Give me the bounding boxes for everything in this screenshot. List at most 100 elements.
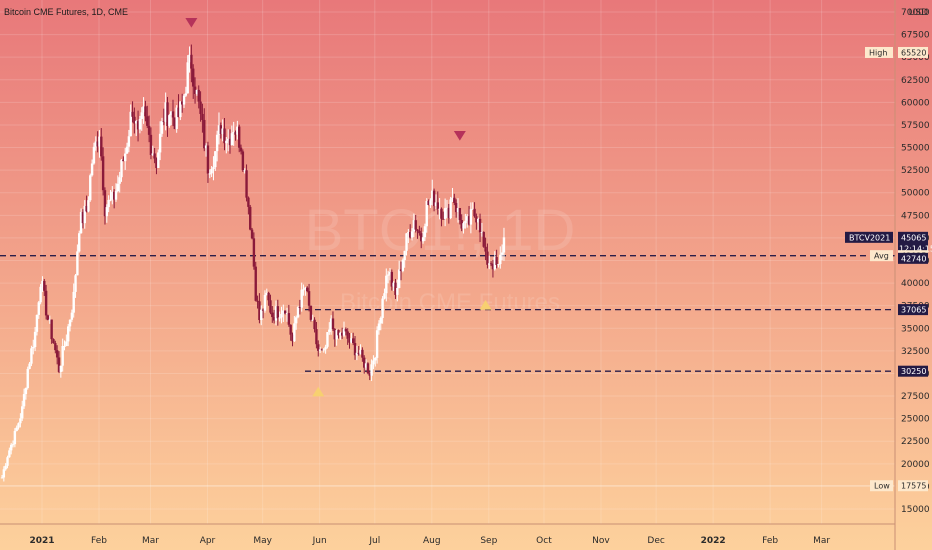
candle-body xyxy=(234,131,237,135)
candle-body xyxy=(326,332,329,347)
candle-body xyxy=(70,312,74,320)
currency-label[interactable]: USD xyxy=(909,8,928,18)
candle-body xyxy=(131,111,134,117)
candle-body xyxy=(285,313,289,315)
candle-body xyxy=(24,388,28,395)
candle-body xyxy=(21,406,24,419)
candle-body xyxy=(269,300,272,313)
candle-body xyxy=(390,271,394,287)
candle-body xyxy=(219,125,223,135)
candle-body xyxy=(408,231,412,238)
candle-body xyxy=(464,220,467,224)
candle-body xyxy=(208,173,211,175)
candle-body xyxy=(486,251,489,265)
price-tag-value-box xyxy=(898,252,928,264)
candle-body xyxy=(396,287,399,295)
candle-body xyxy=(87,200,90,212)
candle-body xyxy=(100,136,103,157)
x-tick-label: Aug xyxy=(423,536,441,546)
candle-body xyxy=(307,291,311,306)
candle-body xyxy=(48,319,52,321)
candle-body xyxy=(13,430,17,445)
candle-body xyxy=(418,230,421,234)
candle-body xyxy=(6,457,9,466)
candle-body xyxy=(324,346,327,350)
candle-body xyxy=(300,289,303,308)
candle-body xyxy=(37,302,40,315)
candle-body xyxy=(118,177,121,184)
candle-body xyxy=(263,294,267,311)
candle-body xyxy=(379,317,382,324)
candle-body xyxy=(361,349,364,358)
candle-body xyxy=(386,274,390,276)
candle-body xyxy=(309,305,313,320)
candle-body xyxy=(11,444,15,446)
candle-body xyxy=(328,329,331,333)
candle-body xyxy=(407,231,410,234)
candle-body xyxy=(329,318,333,330)
candle-body xyxy=(17,423,20,428)
candle-body xyxy=(32,347,35,349)
candle-body xyxy=(223,128,226,144)
candle-body xyxy=(173,117,177,129)
candle-body xyxy=(157,152,160,168)
price-tag-value: 45065 xyxy=(901,233,926,242)
candle-body xyxy=(469,209,473,225)
candle-body xyxy=(203,119,206,149)
candle-body xyxy=(138,118,142,130)
candle-body xyxy=(184,93,188,96)
candle-body xyxy=(44,290,48,316)
chart-title: Bitcoin CME Futures, 1D, CME xyxy=(4,7,128,17)
candle-body xyxy=(15,427,18,431)
candle-body xyxy=(190,54,193,69)
candle-body xyxy=(445,207,449,209)
candle-body xyxy=(502,237,506,253)
price-tag-value-box xyxy=(898,231,928,254)
candle-body xyxy=(232,131,235,134)
candle-body xyxy=(146,116,149,126)
y-tick-label: 40000 xyxy=(901,279,930,289)
candle-body xyxy=(298,307,302,309)
candle-body xyxy=(188,54,191,63)
candle-body xyxy=(397,269,401,288)
x-tick-label: Oct xyxy=(536,536,552,546)
candle-body xyxy=(155,158,158,168)
candle-body xyxy=(66,326,70,342)
candle-body xyxy=(260,309,263,321)
candle-body xyxy=(274,306,278,321)
x-tick-label: Feb xyxy=(91,536,107,546)
y-tick-label: 27500 xyxy=(901,392,930,402)
candle-body xyxy=(245,170,248,198)
candle-body xyxy=(76,251,79,276)
candle-body xyxy=(226,138,230,141)
y-tick-label: 15000 xyxy=(901,505,930,515)
candle-body xyxy=(92,146,96,164)
candle-body xyxy=(85,205,88,212)
candle-body xyxy=(212,167,215,169)
candle-body xyxy=(57,357,61,372)
candle-body xyxy=(186,62,189,94)
x-axis[interactable]: 2021 Feb Mar Apr May Jun Jul Aug Sep Oct Nov Dec 202… xyxy=(29,536,830,546)
candle-body xyxy=(339,332,342,336)
candle-body xyxy=(162,121,166,123)
candle-body xyxy=(293,323,296,342)
y-tick-label: 55000 xyxy=(901,144,930,154)
candle-body xyxy=(127,136,131,147)
candle-body xyxy=(94,141,97,147)
x-tick-label: Apr xyxy=(200,536,216,546)
candle-body xyxy=(109,199,112,201)
candle-body xyxy=(465,216,469,221)
candle-body xyxy=(304,287,307,290)
candle-body xyxy=(214,151,217,168)
candle-body xyxy=(429,200,432,205)
candle-body xyxy=(243,170,246,172)
x-tick-label: 2022 xyxy=(701,536,726,546)
candle-body xyxy=(348,338,351,343)
candle-body xyxy=(89,175,92,201)
candle-body xyxy=(158,133,162,153)
candle-body xyxy=(46,315,50,321)
candle-body xyxy=(81,211,85,224)
candle-body xyxy=(454,202,458,213)
